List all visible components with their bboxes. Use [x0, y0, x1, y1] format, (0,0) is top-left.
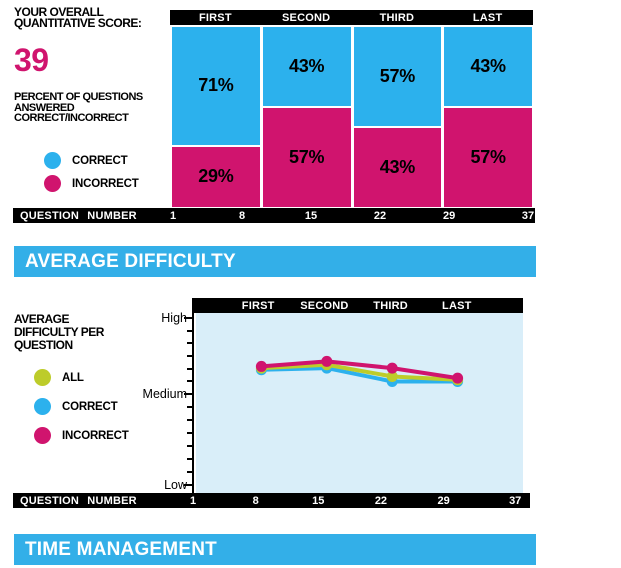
score-chart-legend: CORRECT INCORRECT — [44, 152, 139, 198]
bar-value-label: 43% — [470, 56, 506, 77]
question-number-29: 29 — [437, 494, 450, 507]
difficulty-point-incorrect — [452, 372, 464, 384]
bar-segment-correct-last: 43% — [444, 27, 532, 107]
difficulty-point-incorrect — [386, 362, 398, 374]
difficulty-chart-legend: ALL CORRECT INCORRECT — [34, 369, 129, 456]
score-chart-quarter-header: FIRST SECOND THIRD LAST — [170, 10, 533, 25]
quarter-header-last: LAST — [472, 11, 503, 24]
difficulty-line-correct — [261, 366, 458, 384]
question-number-37: 37 — [509, 494, 522, 507]
overall-score-title: YOUR OVERALL QUANTITATIVE SCORE: — [14, 5, 142, 30]
question-number-37: 37 — [521, 209, 535, 222]
quarter-header2-third: THIRD — [373, 299, 408, 312]
quarter-header-first: FIRST — [198, 11, 232, 24]
y-axis-major-tick — [184, 393, 193, 395]
y-axis-major-tick — [184, 317, 193, 319]
y-axis-minor-tick — [187, 419, 193, 421]
difficulty-line-incorrect — [261, 359, 458, 381]
bar-segment-correct-third: 57% — [353, 27, 442, 126]
score-stacked-bar-chart: 71% 29% 43% 57% 57% 43% 43% 57% — [170, 27, 534, 207]
bar-column-last: 43% 57% — [444, 27, 532, 207]
bar-segment-incorrect-last: 57% — [444, 108, 532, 207]
difficulty-chart-quarter-header: FIRST SECOND THIRD LAST — [192, 298, 523, 313]
y-axis-minor-tick — [187, 471, 193, 473]
question-number-29: 29 — [442, 209, 456, 222]
bar-segment-incorrect-first: 29% — [172, 146, 260, 207]
question-number-15: 15 — [312, 494, 325, 507]
incorrect-dot-icon — [34, 427, 51, 444]
question-number-22: 22 — [373, 209, 387, 222]
bar-value-label: 43% — [289, 56, 325, 77]
bar-column-first: 71% 29% — [172, 27, 260, 207]
bar-segment-incorrect-third: 43% — [353, 127, 442, 207]
overall-score-value: 39 — [14, 42, 49, 78]
difficulty-lines-svg — [255, 355, 464, 387]
bar-segment-correct-first: 71% — [172, 27, 260, 145]
difficulty-y-axis-line — [192, 313, 194, 494]
correct-dot-icon — [34, 398, 51, 415]
incorrect-dot-icon — [44, 175, 61, 192]
question-number-15: 15 — [304, 209, 318, 222]
bar-segment-incorrect-second: 57% — [262, 108, 351, 207]
y-axis-minor-tick — [187, 342, 193, 345]
quarter-header-third: THIRD — [379, 11, 415, 24]
question-number-axis-label: QUESTION NUMBER — [20, 209, 137, 222]
quarter-header2-second: SECOND — [300, 299, 349, 312]
score-chart-question-axis: QUESTION NUMBER 1 8 15 22 29 37 — [13, 208, 535, 223]
question-number-1: 1 — [169, 209, 177, 222]
bar-column-second: 43% 57% — [262, 27, 351, 207]
bar-value-label: 71% — [198, 75, 234, 96]
bar-column-third: 57% 43% — [353, 27, 442, 207]
legend-item-incorrect: INCORRECT — [34, 427, 129, 444]
y-axis-major-tick — [184, 484, 193, 486]
y-axis-minor-tick — [187, 406, 193, 408]
legend-label-all: ALL — [62, 371, 84, 384]
difficulty-point-all — [386, 370, 398, 382]
quarter-header2-last: LAST — [442, 299, 472, 312]
y-axis-minor-tick — [187, 458, 193, 460]
y-axis-label-high: High — [161, 311, 187, 325]
bar-segment-correct-second: 43% — [262, 27, 351, 107]
quarter-header-second: SECOND — [281, 11, 331, 24]
y-axis-minor-tick — [187, 432, 193, 434]
y-axis-minor-tick — [187, 367, 193, 370]
legend-item-incorrect: INCORRECT — [44, 175, 139, 192]
legend-label-correct: CORRECT — [72, 154, 128, 167]
difficulty-chart-question-axis: QUESTION NUMBER 1 8 15 22 29 37 — [13, 493, 530, 508]
percent-answered-subtitle: PERCENT OF QUESTIONS ANSWERED CORRECT/IN… — [14, 91, 143, 124]
average-difficulty-section-banner: AVERAGE DIFFICULTY — [14, 246, 536, 277]
legend-item-correct: CORRECT — [44, 152, 139, 169]
y-axis-label-low: Low — [164, 478, 187, 492]
legend-label-incorrect: INCORRECT — [62, 429, 129, 442]
all-dot-icon — [34, 369, 51, 386]
bar-value-label: 43% — [379, 156, 415, 177]
legend-label-correct: CORRECT — [62, 400, 118, 413]
question-number-1: 1 — [189, 494, 197, 507]
legend-item-all: ALL — [34, 369, 129, 386]
bar-value-label: 57% — [379, 65, 415, 86]
y-axis-minor-tick — [187, 445, 193, 447]
bar-value-label: 57% — [289, 147, 325, 168]
y-axis-minor-tick — [187, 380, 193, 383]
legend-item-correct: CORRECT — [34, 398, 129, 415]
bar-value-label: 57% — [470, 147, 506, 168]
difficulty-line-chart-plot — [196, 313, 523, 493]
bar-value-label: 29% — [198, 166, 234, 187]
difficulty-chart-title: AVERAGE DIFFICULTY PER QUESTION — [14, 312, 104, 352]
time-management-section-banner: TIME MANAGEMENT — [14, 534, 536, 565]
question-number-8: 8 — [238, 209, 246, 222]
difficulty-point-incorrect — [255, 360, 267, 372]
y-axis-label-medium: Medium — [142, 387, 187, 401]
difficulty-point-incorrect — [321, 355, 333, 367]
question-number-8: 8 — [252, 494, 259, 507]
question-number-22: 22 — [374, 494, 388, 507]
legend-label-incorrect: INCORRECT — [72, 177, 139, 190]
y-axis-minor-tick — [187, 355, 193, 357]
quarter-header2-first: FIRST — [241, 299, 275, 312]
correct-dot-icon — [44, 152, 61, 169]
y-axis-minor-tick — [187, 329, 193, 332]
difficulty-line-all — [261, 362, 458, 382]
question-number-axis-label-2: QUESTION NUMBER — [20, 494, 137, 507]
